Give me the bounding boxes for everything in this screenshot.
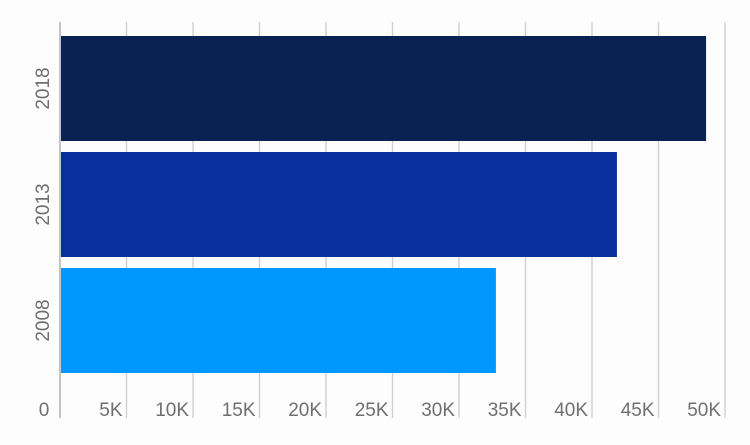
category-label-2013: 2013 [33, 183, 54, 225]
x-tick-label: 50K [687, 400, 721, 421]
category-label-2018: 2018 [33, 67, 54, 109]
x-tick-label: 0 [39, 400, 50, 421]
category-label-2008: 2008 [33, 299, 54, 341]
x-tick-label: 15K [222, 400, 256, 421]
bars [61, 36, 707, 373]
x-tick-label: 40K [554, 400, 588, 421]
x-tick-label: 25K [355, 400, 389, 421]
x-tick-label: 10K [155, 400, 189, 421]
bar-2013 [61, 152, 617, 257]
x-tick-label: 45K [621, 400, 655, 421]
labels: 0 5K 10K 15K 20K 25K 30K 35K 40K 45K 50K 2018 2013 20… [33, 67, 721, 421]
x-tick-label: 35K [488, 400, 522, 421]
x-tick-label: 5K [99, 400, 123, 421]
x-tick-label: 20K [288, 400, 322, 421]
x-tick-label: 30K [421, 400, 455, 421]
bar-2018 [61, 36, 707, 141]
bar-2008 [61, 268, 496, 373]
